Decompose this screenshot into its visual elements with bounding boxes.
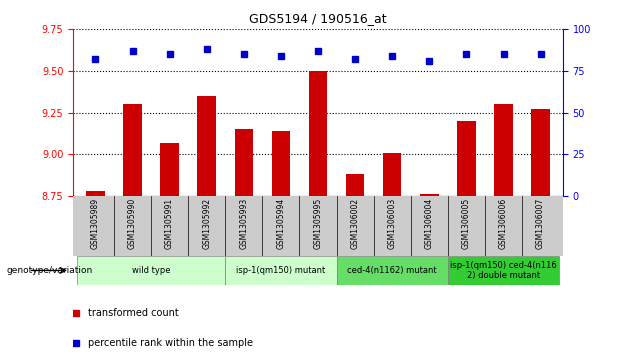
Bar bbox=[308, 71, 328, 196]
Bar bbox=[531, 109, 550, 196]
Text: GSM1305990: GSM1305990 bbox=[128, 198, 137, 249]
Text: GSM1305994: GSM1305994 bbox=[277, 198, 286, 249]
Text: wild type: wild type bbox=[132, 266, 170, 275]
Bar bbox=[77, 256, 225, 285]
Bar bbox=[457, 121, 476, 196]
Bar bbox=[494, 104, 513, 196]
Bar bbox=[272, 131, 290, 196]
Bar bbox=[383, 152, 401, 196]
Text: genotype/variation: genotype/variation bbox=[6, 266, 93, 275]
Bar bbox=[336, 256, 448, 285]
Text: GSM1305991: GSM1305991 bbox=[165, 198, 174, 249]
Title: GDS5194 / 190516_at: GDS5194 / 190516_at bbox=[249, 12, 387, 25]
Text: GSM1305992: GSM1305992 bbox=[202, 198, 211, 249]
Bar bbox=[448, 256, 559, 285]
Bar bbox=[225, 256, 336, 285]
Bar bbox=[235, 129, 253, 196]
Text: GSM1306003: GSM1306003 bbox=[388, 198, 397, 249]
Bar bbox=[160, 143, 179, 196]
Bar bbox=[86, 191, 105, 196]
Text: isp-1(qm150) mutant: isp-1(qm150) mutant bbox=[237, 266, 326, 275]
Text: GSM1305989: GSM1305989 bbox=[91, 198, 100, 249]
Text: ced-4(n1162) mutant: ced-4(n1162) mutant bbox=[347, 266, 437, 275]
Bar bbox=[123, 104, 142, 196]
Text: GSM1305995: GSM1305995 bbox=[314, 198, 322, 249]
Bar bbox=[420, 194, 439, 196]
Text: transformed count: transformed count bbox=[88, 307, 179, 318]
Text: GSM1306007: GSM1306007 bbox=[536, 198, 545, 249]
Text: GSM1306004: GSM1306004 bbox=[425, 198, 434, 249]
Text: GSM1306002: GSM1306002 bbox=[350, 198, 359, 249]
Bar bbox=[346, 174, 364, 196]
Text: GSM1306006: GSM1306006 bbox=[499, 198, 508, 249]
Text: percentile rank within the sample: percentile rank within the sample bbox=[88, 338, 253, 348]
Text: GSM1306005: GSM1306005 bbox=[462, 198, 471, 249]
Text: GSM1305993: GSM1305993 bbox=[239, 198, 248, 249]
Text: isp-1(qm150) ced-4(n116
2) double mutant: isp-1(qm150) ced-4(n116 2) double mutant bbox=[450, 261, 557, 280]
Bar bbox=[197, 96, 216, 196]
